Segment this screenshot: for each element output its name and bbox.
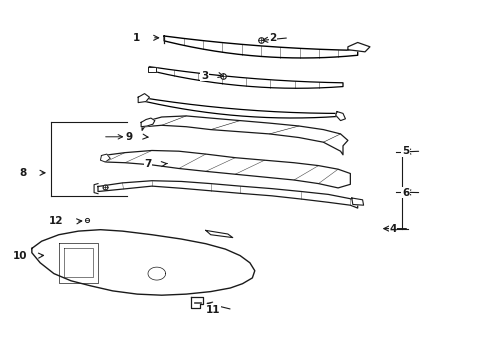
Polygon shape: [138, 94, 149, 103]
Polygon shape: [348, 42, 370, 52]
Polygon shape: [149, 67, 343, 88]
Polygon shape: [32, 230, 255, 295]
Text: 11: 11: [206, 305, 220, 315]
Polygon shape: [142, 116, 348, 155]
Text: 10: 10: [12, 251, 27, 261]
Polygon shape: [103, 150, 350, 188]
Polygon shape: [191, 297, 203, 308]
Text: 9: 9: [125, 132, 132, 142]
Text: 1: 1: [132, 33, 140, 43]
Polygon shape: [336, 112, 345, 121]
Polygon shape: [164, 36, 358, 58]
Text: 6: 6: [402, 188, 409, 198]
Text: 8: 8: [20, 168, 27, 178]
Polygon shape: [148, 67, 156, 72]
Text: 4: 4: [390, 224, 397, 234]
Text: 3: 3: [201, 71, 208, 81]
Polygon shape: [352, 198, 364, 205]
Text: 5: 5: [402, 146, 409, 156]
Polygon shape: [141, 118, 155, 127]
Text: 7: 7: [145, 159, 152, 169]
Polygon shape: [100, 154, 110, 162]
Polygon shape: [98, 181, 358, 208]
Polygon shape: [206, 230, 233, 238]
Text: 2: 2: [270, 33, 277, 43]
Polygon shape: [140, 97, 338, 118]
Text: 12: 12: [49, 216, 64, 226]
